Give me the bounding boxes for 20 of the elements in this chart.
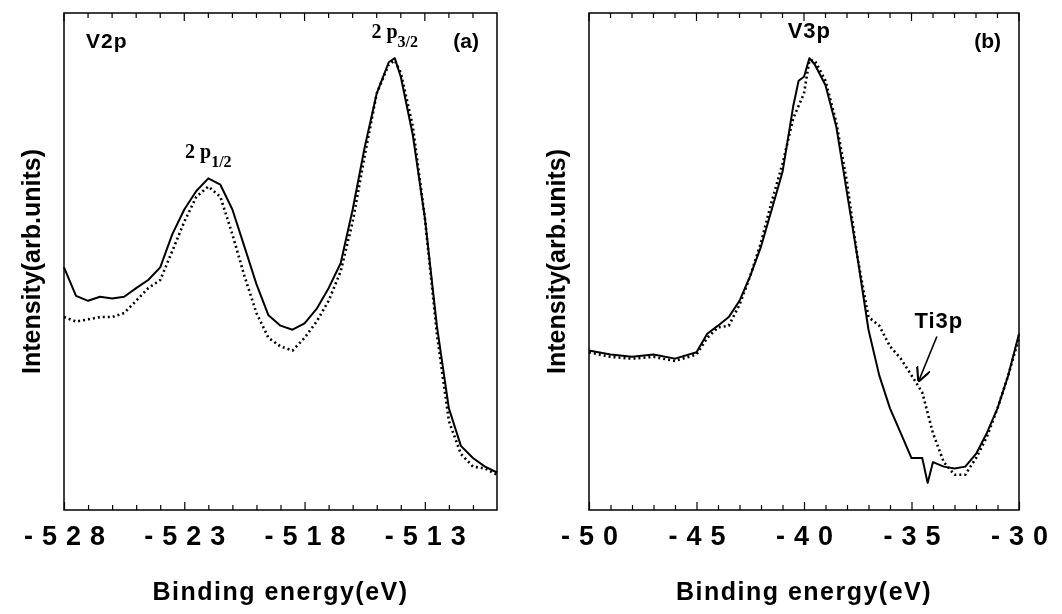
text: V2p	[86, 29, 128, 52]
x-axis-title: Binding energy(eV)	[675, 577, 933, 605]
x-tick-label: -30	[990, 521, 1058, 552]
x-axis-title: Binding energy(eV)	[152, 577, 409, 605]
y-axis-title: Intensity(arb.units)	[542, 148, 570, 375]
x-tick-label: -513	[384, 521, 475, 552]
x-tick-label: -50	[560, 521, 628, 552]
annotation: V3p	[787, 18, 832, 44]
x-tick-label: -45	[668, 521, 735, 552]
annotation: 2 p$_{3/2}$	[371, 20, 419, 50]
chart-title: (b)	[974, 29, 1001, 52]
chart-title: (a)	[453, 29, 479, 52]
annotation: Ti3p	[914, 308, 964, 334]
x-tick-label: -40	[775, 521, 843, 552]
annotation: 2 p$_{1/2}$	[185, 140, 232, 170]
x-tick-label: -35	[883, 521, 950, 552]
x-tick-label: -518	[264, 521, 355, 552]
x-tick-label: -528	[23, 521, 115, 552]
y-axis-title: Intensity(arb.units)	[17, 148, 45, 375]
x-tick-label: -523	[144, 521, 235, 552]
